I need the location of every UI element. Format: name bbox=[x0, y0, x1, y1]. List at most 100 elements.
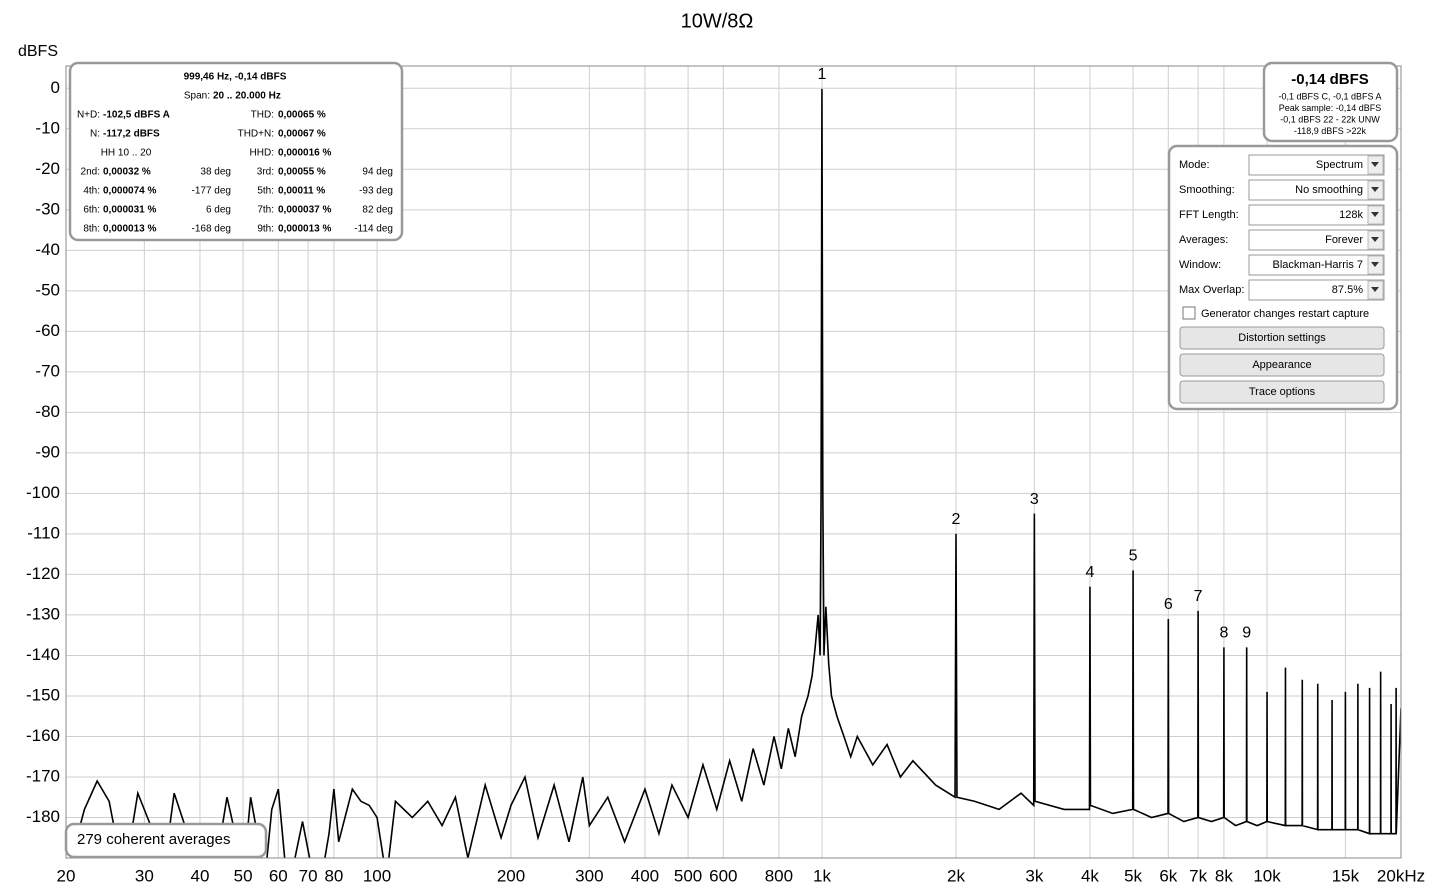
overlay-panels: 279 coherent averages 999,46 Hz, -0,14 d… bbox=[64, 61, 1399, 859]
x-tick-label: 20kHz bbox=[1377, 866, 1425, 885]
stat-label: 6th: bbox=[83, 205, 100, 216]
x-tick-label: 15k bbox=[1332, 866, 1360, 885]
dropdown[interactable]: Spectrum bbox=[1248, 154, 1385, 176]
stat-phase: -114 deg bbox=[354, 224, 393, 235]
harmonic-label: 8 bbox=[1219, 625, 1228, 642]
y-tick-label: -30 bbox=[35, 199, 60, 218]
stat-value: 0,000013 % bbox=[103, 224, 156, 235]
level-line: -0,1 dBFS 22 - 22k UNW bbox=[1280, 114, 1380, 124]
x-tick-label: 200 bbox=[497, 866, 525, 885]
x-tick-label: 3k bbox=[1025, 866, 1043, 885]
level-line: -118,9 dBFS >22k bbox=[1294, 126, 1367, 136]
stat-value: 0,00067 % bbox=[278, 129, 326, 140]
dropdown-box[interactable] bbox=[1248, 204, 1385, 226]
stat-phase: 38 deg bbox=[200, 167, 231, 178]
stat-value: 0,000016 % bbox=[278, 148, 331, 159]
stat-label: 9th: bbox=[257, 224, 274, 235]
harmonic-label: 5 bbox=[1129, 548, 1138, 565]
dropdown-arrow[interactable] bbox=[1371, 162, 1379, 167]
stat-label: 8th: bbox=[83, 224, 100, 235]
stats-header: 999,46 Hz, -0,14 dBFS bbox=[184, 72, 287, 83]
x-tick-label: 800 bbox=[765, 866, 793, 885]
x-tick-label: 4k bbox=[1081, 866, 1099, 885]
dropdown-arrow[interactable] bbox=[1371, 212, 1379, 217]
dropdown-value[interactable]: Blackman-Harris 7 bbox=[1273, 259, 1363, 271]
dropdown-box[interactable] bbox=[1248, 179, 1385, 201]
dropdown-arrow[interactable] bbox=[1371, 187, 1379, 192]
stat-phase: 6 deg bbox=[206, 205, 231, 216]
dropdown[interactable]: 128k bbox=[1248, 204, 1385, 226]
y-tick-label: -10 bbox=[35, 118, 60, 137]
spectrum-trace bbox=[70, 88, 1401, 858]
dropdown-box[interactable] bbox=[1248, 254, 1385, 276]
dropdown[interactable]: Forever bbox=[1248, 229, 1385, 251]
harmonic-label: 7 bbox=[1194, 588, 1203, 605]
button-label[interactable]: Trace options bbox=[1249, 386, 1316, 398]
x-tick-label: 50 bbox=[234, 866, 253, 885]
dropdown-value[interactable]: Forever bbox=[1325, 234, 1363, 246]
button-label[interactable]: Appearance bbox=[1252, 359, 1311, 371]
dropdown-arrow[interactable] bbox=[1371, 262, 1379, 267]
button-label[interactable]: Distortion settings bbox=[1238, 332, 1326, 344]
dropdown-value[interactable]: 128k bbox=[1339, 209, 1363, 221]
dropdown-value[interactable]: Spectrum bbox=[1316, 159, 1363, 171]
stats-panel bbox=[68, 61, 404, 242]
y-tick-label: -100 bbox=[26, 483, 60, 502]
stat-label: 7th: bbox=[257, 205, 274, 216]
stat-phase: 82 deg bbox=[362, 205, 393, 216]
stat-label: HH 10 .. 20 bbox=[101, 148, 152, 159]
dropdown-value[interactable]: No smoothing bbox=[1295, 184, 1363, 196]
x-tick-label: 300 bbox=[575, 866, 603, 885]
button[interactable]: Distortion settings bbox=[1179, 326, 1385, 350]
dropdown[interactable]: 87.5% bbox=[1248, 279, 1385, 301]
x-tick-label: 1k bbox=[813, 866, 831, 885]
y-tick-label: -40 bbox=[35, 240, 60, 259]
button[interactable]: Appearance bbox=[1179, 353, 1385, 377]
y-tick-label: -90 bbox=[35, 442, 60, 461]
span-value: 20 .. 20.000 Hz bbox=[213, 91, 281, 102]
dropdown-arrow[interactable] bbox=[1371, 287, 1379, 292]
button-face[interactable] bbox=[1179, 380, 1385, 404]
stat-value: 0,00011 % bbox=[278, 186, 325, 197]
x-tick-label: 6k bbox=[1159, 866, 1177, 885]
stat-phase: 94 deg bbox=[362, 167, 393, 178]
level-panel bbox=[1262, 61, 1399, 143]
stat-value: 0,000037 % bbox=[278, 205, 331, 216]
stat-phase: -177 deg bbox=[192, 186, 231, 197]
stat-value: 0,00065 % bbox=[278, 110, 326, 121]
y-tick-label: -110 bbox=[27, 523, 60, 542]
dropdown-arrow[interactable] bbox=[1371, 237, 1379, 242]
stat-phase: -168 deg bbox=[192, 224, 231, 235]
dropdown-box[interactable] bbox=[1248, 154, 1385, 176]
x-tick-label: 20 bbox=[57, 866, 76, 885]
y-tick-label: -120 bbox=[26, 564, 60, 583]
stat-label: N: bbox=[90, 129, 100, 140]
button[interactable]: Trace options bbox=[1179, 380, 1385, 404]
button-face[interactable] bbox=[1179, 353, 1385, 377]
harmonic-label: 2 bbox=[952, 511, 961, 528]
harmonic-label: 3 bbox=[1030, 491, 1039, 508]
checkbox[interactable] bbox=[1182, 306, 1196, 320]
y-tick-label: -150 bbox=[26, 685, 60, 704]
plot-border bbox=[65, 65, 1402, 859]
x-tick-label: 500 bbox=[674, 866, 702, 885]
checkbox-label[interactable]: Generator changes restart capture bbox=[1201, 308, 1369, 320]
y-tick-label: -70 bbox=[35, 361, 60, 380]
y-tick-label: -50 bbox=[35, 280, 60, 299]
y-tick-label: -80 bbox=[35, 402, 60, 421]
control-label: Smoothing: bbox=[1179, 184, 1235, 196]
x-tick-label: 100 bbox=[363, 866, 391, 885]
averages-box bbox=[64, 822, 268, 859]
averages-count: 279 coherent averages bbox=[77, 831, 230, 848]
x-tick-label: 7k bbox=[1189, 866, 1207, 885]
dropdown-box[interactable] bbox=[1248, 229, 1385, 251]
dropdown-value[interactable]: 87.5% bbox=[1332, 284, 1363, 296]
control-label: Window: bbox=[1179, 259, 1221, 271]
x-tick-label: 600 bbox=[709, 866, 737, 885]
dropdown[interactable]: Blackman-Harris 7 bbox=[1248, 254, 1385, 276]
dropdown[interactable]: No smoothing bbox=[1248, 179, 1385, 201]
stat-value: 0,000031 % bbox=[103, 205, 156, 216]
dropdown-box[interactable] bbox=[1248, 279, 1385, 301]
stat-label: 2nd: bbox=[81, 167, 100, 178]
button-face[interactable] bbox=[1179, 326, 1385, 350]
